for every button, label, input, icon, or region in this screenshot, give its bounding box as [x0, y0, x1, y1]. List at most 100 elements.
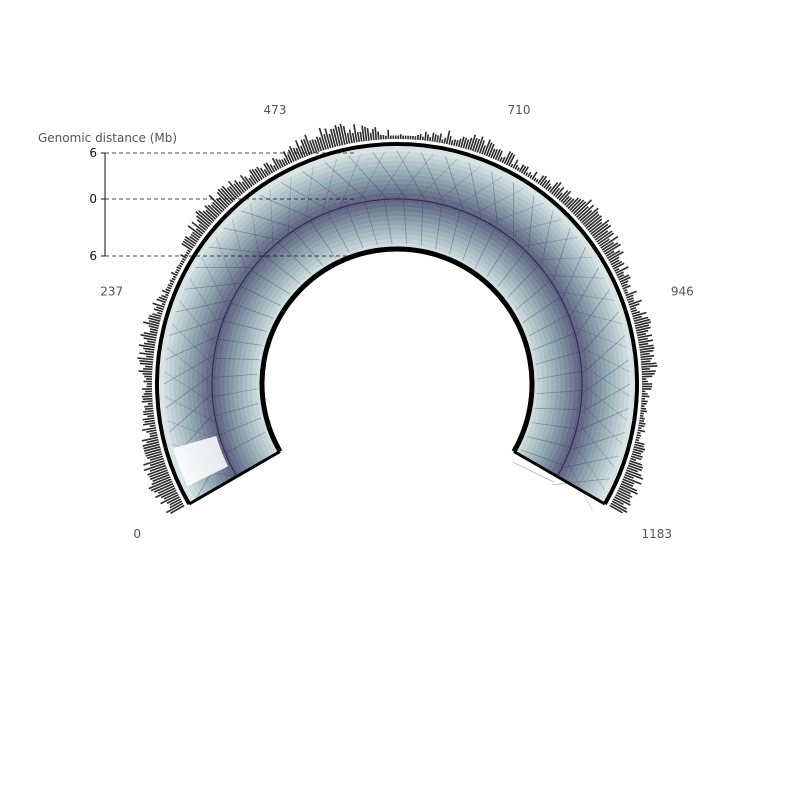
band-end-edge: [188, 450, 281, 506]
coverage-bar: [239, 174, 251, 189]
coverage-bar: [353, 124, 358, 143]
domain-line: [277, 241, 312, 274]
domain-line: [569, 267, 600, 318]
coverage-bar: [339, 123, 346, 145]
coverage-bar: [150, 471, 169, 481]
coverage-bar: [161, 302, 166, 306]
coverage-bar: [593, 224, 612, 239]
coverage-bar: [220, 188, 234, 203]
domain-line: [579, 311, 619, 356]
domain-line: [208, 246, 267, 254]
coverage-bar: [630, 306, 637, 311]
coverage-bar: [149, 434, 158, 438]
coverage-bar: [632, 315, 643, 320]
coverage-bar: [436, 135, 440, 143]
domain-line: [231, 219, 248, 276]
coverage-bar: [165, 288, 171, 292]
coverage-bar: [431, 132, 435, 142]
coverage-bar: [369, 132, 373, 141]
domain-line: [531, 422, 577, 430]
coverage-bar: [635, 436, 640, 439]
domain-line: [324, 162, 369, 202]
coverage-bar: [169, 282, 174, 286]
coverage-bar: [638, 424, 645, 428]
coverage-bar: [166, 496, 180, 505]
coverage-bar: [627, 464, 643, 472]
coverage-bar: [462, 137, 468, 149]
coverage-bar: [641, 368, 650, 371]
coverage-bar: [169, 498, 182, 506]
coverage-bar: [337, 126, 344, 146]
coverage-bar: [163, 491, 178, 500]
domain-line: [534, 407, 581, 411]
coverage-bar: [311, 139, 318, 153]
coverage-bar: [294, 139, 304, 159]
coverage-bar: [366, 127, 370, 141]
coverage-bar: [453, 139, 457, 146]
domain-line: [175, 299, 233, 313]
domain-line: [372, 152, 408, 200]
coverage-bar: [637, 429, 646, 433]
coverage-bar: [328, 133, 334, 148]
coverage-bar: [636, 332, 647, 337]
coverage-bar: [598, 238, 610, 247]
domain-line: [581, 359, 629, 395]
coverage-bar: [614, 268, 620, 272]
coverage-bar: [590, 219, 610, 235]
coverage-bar: [580, 207, 599, 224]
coverage-bar: [251, 168, 261, 182]
coverage-bar: [614, 496, 631, 506]
domain-line: [171, 323, 214, 365]
coverage-bar: [585, 215, 602, 230]
contact-heatmap-texture: [163, 150, 631, 512]
coverage-bar: [138, 344, 155, 349]
coverage-bar: [565, 198, 575, 208]
coverage-bar: [627, 299, 635, 304]
coverage-bar: [587, 218, 603, 231]
domain-line: [505, 218, 562, 235]
domain-line: [572, 326, 628, 348]
coverage-bar: [628, 462, 643, 469]
domain-line: [580, 403, 623, 445]
coverage-bar: [467, 137, 473, 150]
domain-line: [580, 364, 630, 397]
coverage-bar: [441, 139, 444, 144]
coverage-bar: [597, 232, 615, 245]
coverage-bar: [154, 482, 174, 493]
coverage-bar: [146, 355, 154, 358]
coverage-bar: [588, 221, 603, 233]
coverage-bar: [433, 134, 437, 143]
domain-line: [250, 202, 260, 261]
domain-line: [215, 237, 238, 292]
domain-line: [165, 373, 213, 409]
coverage-bar: [208, 194, 225, 211]
ring-outlines: [155, 142, 639, 506]
domain-line: [551, 227, 571, 284]
coverage-bar: [518, 164, 525, 173]
coverage-bar: [492, 149, 498, 160]
coverage-bar: [233, 183, 243, 195]
coverage-bar: [151, 476, 171, 486]
domain-line: [526, 436, 571, 448]
coverage-bar: [144, 350, 155, 354]
band-end-edge: [513, 450, 606, 506]
coverage-bar: [207, 204, 220, 217]
coverage-bar: [481, 145, 486, 155]
coverage-bar: [377, 131, 380, 140]
coverage-bar: [300, 145, 306, 158]
coverage-bar: [514, 164, 519, 170]
coverage-bar: [143, 457, 164, 466]
coverage-bar: [288, 145, 297, 162]
coverage-bar: [624, 291, 629, 295]
coverage-bar: [601, 241, 614, 251]
domain-line: [512, 461, 555, 483]
coverage-bar: [146, 438, 159, 444]
coverage-bar: [169, 500, 183, 509]
domain-line: [321, 158, 338, 216]
coverage-bar: [562, 195, 570, 205]
coverage-bar: [549, 182, 559, 193]
domain-line: [219, 417, 262, 436]
domain-line: [552, 478, 610, 486]
domain-line: [377, 151, 410, 201]
coverage-bar: [529, 174, 533, 179]
